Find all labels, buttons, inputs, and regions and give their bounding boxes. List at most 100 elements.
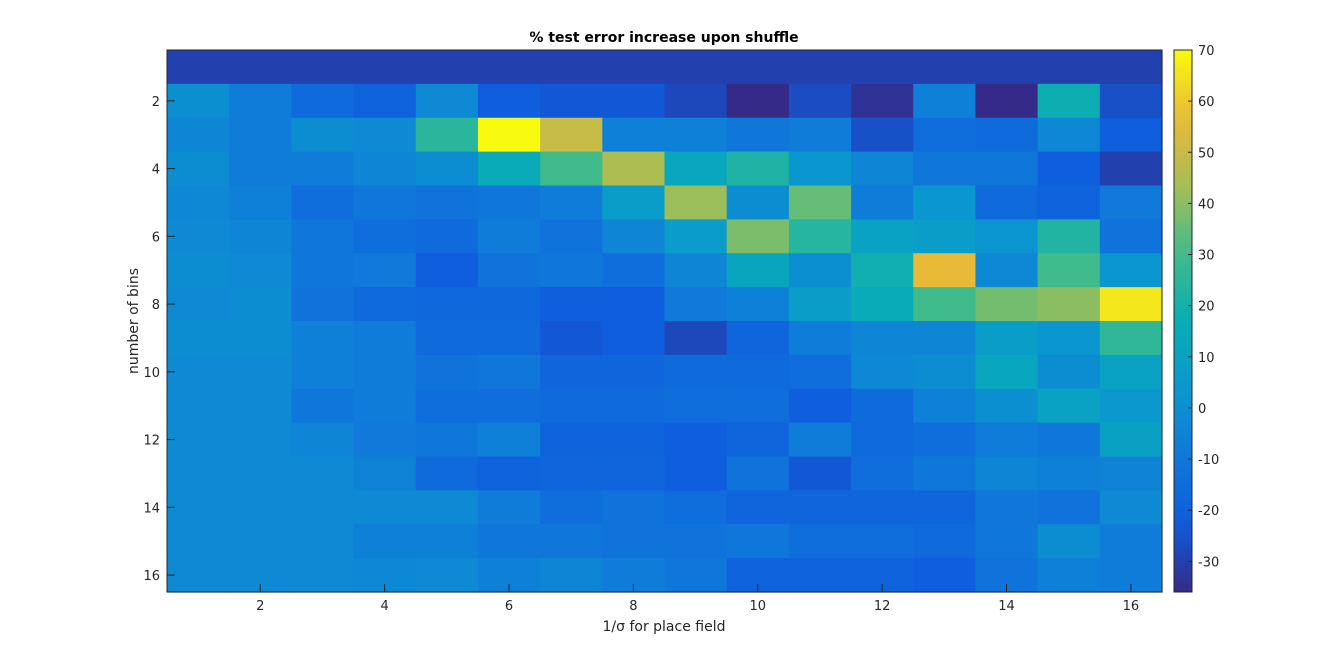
heatmap-cell <box>726 490 790 525</box>
y-tick-label: 8 <box>152 298 160 313</box>
heatmap-cell <box>1037 354 1101 390</box>
heatmap-cell <box>477 354 541 390</box>
heatmap-cell <box>975 50 1039 85</box>
heatmap-cell <box>851 50 914 85</box>
heatmap-cell <box>229 388 292 424</box>
heatmap-cell <box>477 456 541 491</box>
heatmap-cell <box>167 388 230 424</box>
heatmap-cell <box>353 287 417 322</box>
heatmap-cell <box>353 354 417 390</box>
colorbar-axis: 70 60 50 40 30 20 10 0 -10 -20 -30 <box>1188 44 1219 570</box>
heatmap-cell <box>788 422 852 458</box>
heatmap-cell <box>415 219 479 254</box>
heatmap-cell <box>726 253 790 288</box>
heatmap-cell <box>167 524 230 559</box>
heatmap-cell <box>851 151 914 187</box>
heatmap-cell <box>1099 490 1163 525</box>
heatmap-cell <box>477 50 541 85</box>
heatmap-cell <box>1037 83 1101 119</box>
heatmap-cell <box>415 456 479 491</box>
heatmap <box>167 50 1163 593</box>
heatmap-cell <box>913 354 977 390</box>
y-axis-label: number of bins <box>126 268 142 374</box>
heatmap-cell <box>788 50 852 85</box>
heatmap-cell <box>229 219 292 254</box>
heatmap-cell <box>602 456 666 491</box>
heatmap-cell <box>167 219 230 254</box>
heatmap-cell <box>1099 456 1163 491</box>
heatmap-cell <box>726 117 790 153</box>
heatmap-cell <box>353 117 417 153</box>
heatmap-cell <box>788 456 852 491</box>
heatmap-cell <box>415 83 479 119</box>
heatmap-cell <box>602 422 666 458</box>
heatmap-cell <box>477 253 541 288</box>
heatmap-cell <box>602 490 666 525</box>
x-tick-label: 4 <box>381 599 389 614</box>
heatmap-cell <box>477 490 541 525</box>
heatmap-cell <box>788 524 852 559</box>
heatmap-cell <box>602 388 666 424</box>
heatmap-cell <box>291 524 355 559</box>
heatmap-cell <box>1037 456 1101 491</box>
heatmap-cell <box>602 117 666 153</box>
x-tick-label: 6 <box>505 599 513 614</box>
heatmap-cell <box>788 253 852 288</box>
heatmap-cell <box>167 321 230 356</box>
heatmap-cell <box>664 524 728 559</box>
heatmap-cell <box>664 287 728 322</box>
heatmap-cell <box>975 219 1039 254</box>
heatmap-cell <box>913 287 977 322</box>
heatmap-cell <box>229 354 292 390</box>
heatmap-cell <box>602 321 666 356</box>
heatmap-cell <box>540 253 603 288</box>
heatmap-cell <box>726 185 790 220</box>
heatmap-cell <box>975 354 1039 390</box>
heatmap-cell <box>1099 354 1163 390</box>
heatmap-cell <box>664 490 728 525</box>
y-tick-label: 16 <box>143 569 160 584</box>
chart-title: % test error increase upon shuffle <box>529 30 798 46</box>
heatmap-cell <box>540 219 603 254</box>
heatmap-cell <box>415 151 479 187</box>
heatmap-cell <box>1099 422 1163 458</box>
heatmap-cell <box>851 422 914 458</box>
heatmap-cell <box>975 151 1039 187</box>
heatmap-cell <box>229 50 292 85</box>
heatmap-cell <box>851 219 914 254</box>
heatmap-cell <box>664 83 728 119</box>
heatmap-cell <box>1037 253 1101 288</box>
heatmap-cell <box>353 185 417 220</box>
heatmap-cell <box>975 490 1039 525</box>
heatmap-cell <box>477 151 541 187</box>
heatmap-cell <box>602 524 666 559</box>
colorbar-tick-label: 10 <box>1198 351 1215 366</box>
heatmap-cell <box>975 524 1039 559</box>
heatmap-cell <box>913 558 977 593</box>
heatmap-cell <box>1037 490 1101 525</box>
heatmap-cell <box>1037 287 1101 322</box>
colorbar-tick-label: 40 <box>1198 197 1215 212</box>
heatmap-cell <box>167 151 230 187</box>
heatmap-cell <box>1099 151 1163 187</box>
heatmap-cell <box>167 287 230 322</box>
heatmap-cell <box>540 117 603 153</box>
heatmap-cell <box>1099 253 1163 288</box>
heatmap-cell <box>167 354 230 390</box>
heatmap-cell <box>353 83 417 119</box>
x-axis: 2 4 6 8 10 12 14 16 <box>256 584 1139 614</box>
y-tick-label: 2 <box>152 95 160 110</box>
heatmap-cell <box>1099 117 1163 153</box>
heatmap-cell <box>602 287 666 322</box>
heatmap-cell <box>229 83 292 119</box>
colorbar-tick-label: 70 <box>1198 44 1215 59</box>
heatmap-cell <box>415 287 479 322</box>
heatmap-cell <box>664 456 728 491</box>
heatmap-cell <box>1037 117 1101 153</box>
heatmap-cell <box>353 388 417 424</box>
colorbar-tick-label: 60 <box>1198 95 1215 110</box>
colorbar-frame <box>1173 49 1193 593</box>
heatmap-cell <box>1037 151 1101 187</box>
heatmap-cell <box>1099 50 1163 85</box>
